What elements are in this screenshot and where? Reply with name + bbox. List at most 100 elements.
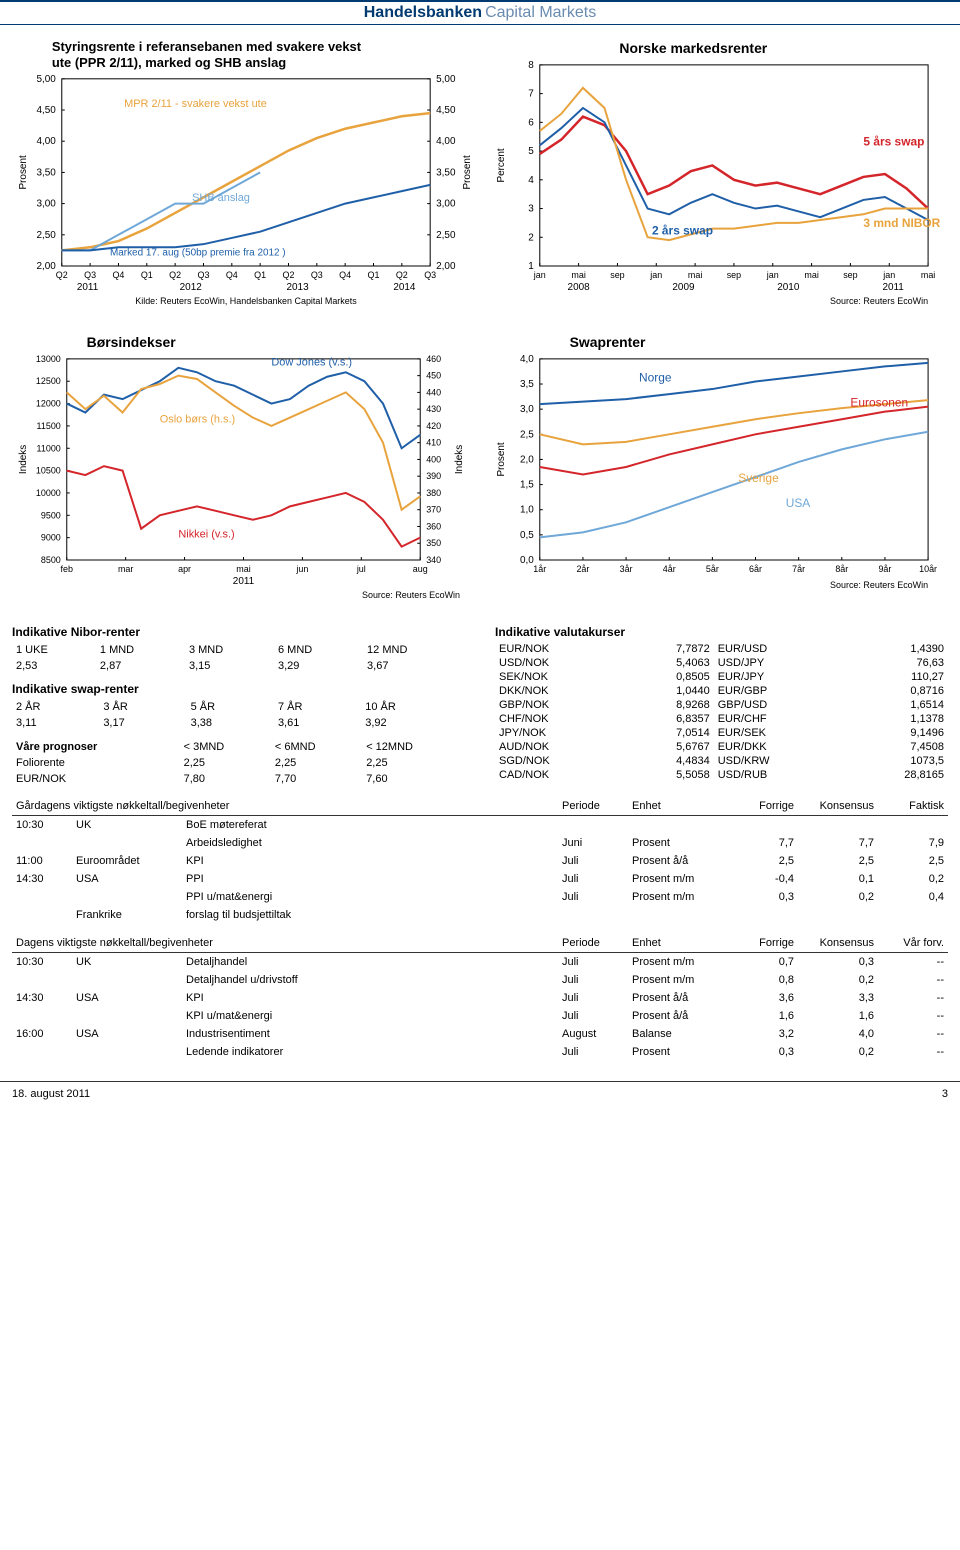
table-row: Detaljhandel u/drivstoff JuliProsent m/m… — [12, 971, 948, 989]
svg-text:370: 370 — [426, 504, 441, 514]
prognoser-title: Våre prognoser — [12, 739, 180, 755]
svg-text:7: 7 — [528, 89, 534, 100]
svg-text:mai: mai — [236, 564, 250, 574]
svg-text:6år: 6år — [749, 564, 762, 574]
table-row: GBP/NOK8,9268GBP/USD1,6514 — [495, 698, 948, 712]
svg-text:7år: 7år — [792, 564, 805, 574]
svg-text:Norske markedsrenter: Norske markedsrenter — [619, 40, 767, 56]
svg-text:Swaprenter: Swaprenter — [570, 334, 646, 350]
table-row: EUR/NOK7,807,707,60 — [12, 771, 465, 787]
svg-text:9år: 9år — [878, 564, 891, 574]
svg-text:jan: jan — [649, 270, 662, 280]
svg-text:5år: 5år — [706, 564, 719, 574]
svg-text:Q1: Q1 — [141, 270, 153, 280]
table-row: 14:30USAPPI JuliProsent m/m -0,40,10,2 — [12, 870, 948, 888]
svg-text:jan: jan — [882, 270, 895, 280]
svg-text:Q4: Q4 — [226, 270, 238, 280]
svg-text:12000: 12000 — [36, 398, 61, 408]
svg-text:4,50: 4,50 — [36, 105, 56, 116]
table-hdr: < 3MND — [180, 739, 271, 755]
today-title: Dagens viktigste nøkkeltall/begivenheter — [12, 934, 558, 953]
header-bar: Handelsbanken Capital Markets — [0, 0, 960, 25]
svg-text:mai: mai — [921, 270, 935, 280]
footer-page: 3 — [942, 1088, 948, 1100]
svg-text:4,50: 4,50 — [436, 105, 456, 116]
svg-text:11500: 11500 — [37, 421, 61, 431]
svg-text:430: 430 — [426, 404, 441, 414]
table-row: PPI u/mat&energi JuliProsent m/m 0,30,20… — [12, 888, 948, 906]
svg-text:4: 4 — [528, 175, 534, 186]
svg-text:2,5: 2,5 — [520, 429, 534, 440]
table-row: Frankrikeforslag til budsjettiltak — [12, 906, 948, 924]
svg-text:2014: 2014 — [393, 282, 416, 293]
table-hdr: 12 MND — [363, 642, 465, 658]
svg-text:10år: 10år — [919, 564, 937, 574]
svg-text:2,00: 2,00 — [36, 261, 56, 272]
svg-text:2år: 2år — [576, 564, 589, 574]
nibor-table: 1 UKE1 MND3 MND6 MND12 MND 2,532,873,153… — [12, 642, 465, 674]
table-cell: 3,17 — [99, 715, 186, 731]
svg-text:apr: apr — [178, 564, 191, 574]
table-cell: 3,92 — [361, 715, 465, 731]
svg-text:Source: Reuters EcoWin: Source: Reuters EcoWin — [830, 296, 928, 306]
table-cell: 2,53 — [12, 658, 96, 674]
svg-text:sep: sep — [727, 270, 741, 280]
yesterday-events: Gårdagens viktigste nøkkeltall/begivenhe… — [0, 797, 960, 924]
svg-text:Q2: Q2 — [169, 270, 181, 280]
svg-text:0,0: 0,0 — [520, 555, 534, 566]
table-row: USD/NOK5,4063USD/JPY76,63 — [495, 656, 948, 670]
svg-text:9500: 9500 — [41, 510, 61, 520]
svg-text:3,50: 3,50 — [36, 167, 56, 178]
table-row: 10:30UKBoE møtereferat — [12, 815, 948, 834]
svg-text:mar: mar — [118, 564, 133, 574]
table-hdr: 6 MND — [274, 642, 363, 658]
svg-text:Q3: Q3 — [84, 270, 96, 280]
svg-text:Source: Reuters EcoWin: Source: Reuters EcoWin — [362, 590, 460, 600]
svg-text:Børsindekser: Børsindekser — [87, 334, 177, 350]
svg-text:2,50: 2,50 — [436, 230, 456, 241]
table-hdr: 3 ÅR — [99, 699, 186, 715]
table-row: DKK/NOK1,0440EUR/GBP0,8716 — [495, 684, 948, 698]
svg-text:2008: 2008 — [568, 282, 591, 293]
swap-title: Indikative swap-renter — [12, 682, 465, 696]
svg-text:2: 2 — [528, 232, 534, 243]
chart-policy-rate: Styringsrente i referansebanen med svake… — [12, 37, 470, 319]
table-row: CAD/NOK5,5058USD/RUB28,8165 — [495, 768, 948, 782]
svg-text:380: 380 — [426, 488, 441, 498]
svg-text:sep: sep — [610, 270, 624, 280]
svg-text:410: 410 — [426, 437, 441, 447]
svg-text:2011: 2011 — [233, 576, 255, 587]
svg-text:450: 450 — [426, 370, 441, 380]
svg-text:10000: 10000 — [36, 488, 61, 498]
table-cell: 3,38 — [187, 715, 274, 731]
svg-text:2011: 2011 — [882, 282, 904, 293]
svg-text:Norge: Norge — [639, 370, 672, 384]
svg-text:Oslo børs (h.s.): Oslo børs (h.s.) — [160, 413, 235, 425]
svg-text:2,0: 2,0 — [520, 454, 534, 465]
svg-text:3år: 3år — [620, 564, 633, 574]
svg-text:420: 420 — [426, 421, 441, 431]
svg-text:3,5: 3,5 — [520, 379, 534, 390]
table-row: 16:00USAIndustrisentiment AugustBalanse … — [12, 1025, 948, 1043]
chart-market-rates: Norske markedsrenter12345678janmaisepjan… — [490, 37, 948, 319]
svg-text:3,0: 3,0 — [520, 404, 534, 415]
svg-text:3 mnd NIBOR: 3 mnd NIBOR — [863, 216, 940, 230]
table-row: 14:30USAKPI JuliProsent å/å 3,63,3-- — [12, 989, 948, 1007]
svg-text:Source: Reuters EcoWin: Source: Reuters EcoWin — [830, 580, 928, 590]
table-cell: 3,11 — [12, 715, 99, 731]
svg-text:3,00: 3,00 — [436, 199, 456, 210]
svg-text:3,00: 3,00 — [36, 199, 56, 210]
svg-text:3,50: 3,50 — [436, 167, 456, 178]
svg-text:jun: jun — [295, 564, 308, 574]
svg-text:2010: 2010 — [777, 282, 800, 293]
svg-text:Prosent: Prosent — [18, 155, 29, 189]
table-hdr: 5 ÅR — [187, 699, 274, 715]
svg-text:Percent: Percent — [496, 148, 507, 182]
footer-date: 18. august 2011 — [12, 1088, 90, 1100]
table-cell: 3,67 — [363, 658, 465, 674]
svg-text:4år: 4år — [663, 564, 676, 574]
svg-text:2009: 2009 — [672, 282, 695, 293]
table-hdr: 1 UKE — [12, 642, 96, 658]
table-cell: 2,87 — [96, 658, 185, 674]
svg-text:Indeks: Indeks — [18, 445, 29, 474]
